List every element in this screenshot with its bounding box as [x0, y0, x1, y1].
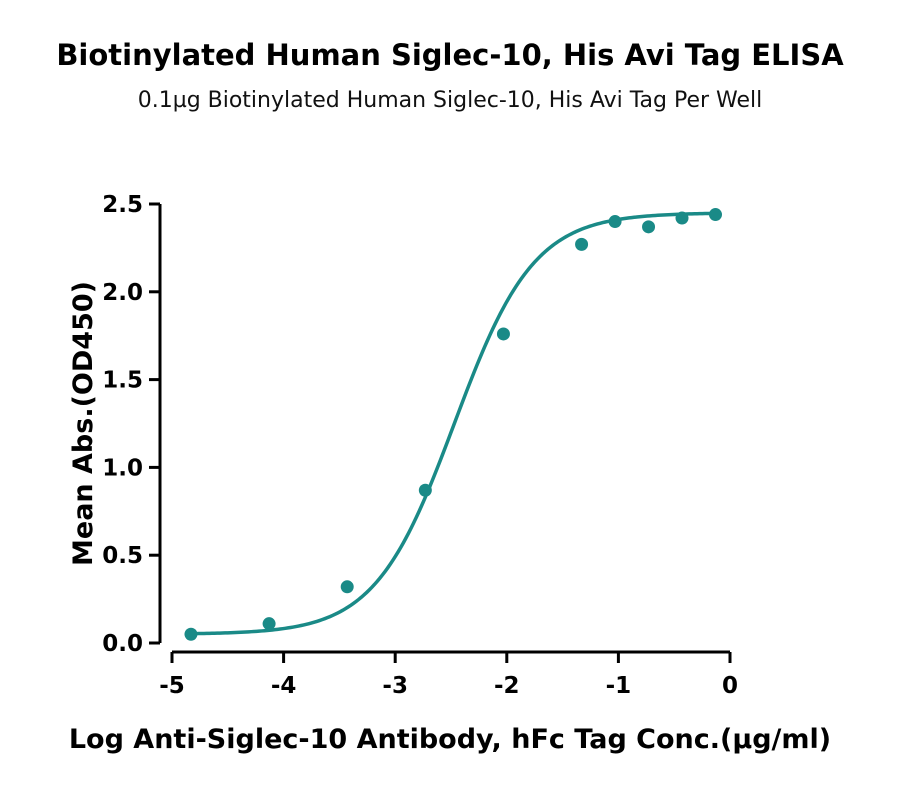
x-axis-title: Log Anti-Siglec-10 Antibody, hFc Tag Con…	[69, 724, 831, 755]
data-point	[642, 220, 656, 234]
data-point	[262, 617, 276, 631]
fit-curve	[190, 211, 716, 636]
data-point	[608, 215, 622, 229]
y-tick-label: 1.5	[102, 368, 143, 394]
y-tick-label: 2.0	[102, 280, 143, 306]
data-point	[708, 208, 722, 222]
x-tick-label: -4	[271, 673, 297, 699]
y-tick-label: 0.0	[102, 631, 143, 657]
chart-subtitle: 0.1µg Biotinylated Human Siglec-10, His …	[137, 88, 763, 113]
data-point	[575, 237, 589, 251]
y-tick-label: 2.5	[102, 192, 143, 218]
y-tick-label: 1.0	[102, 455, 143, 481]
x-tick-label: 0	[722, 673, 738, 699]
y-axis-title: Mean Abs.(OD450)	[68, 281, 99, 566]
x-tick-label: -1	[606, 673, 632, 699]
x-tick-label: -2	[494, 673, 520, 699]
data-point	[496, 327, 510, 341]
x-tick-label: -5	[159, 673, 185, 699]
data-point	[675, 211, 689, 225]
data-point	[340, 580, 354, 594]
data-point	[418, 483, 432, 497]
y-tick-label: 0.5	[102, 543, 143, 569]
x-tick-label: -3	[382, 673, 408, 699]
data-point	[184, 627, 198, 641]
chart-title: Biotinylated Human Siglec-10, His Avi Ta…	[56, 38, 844, 72]
